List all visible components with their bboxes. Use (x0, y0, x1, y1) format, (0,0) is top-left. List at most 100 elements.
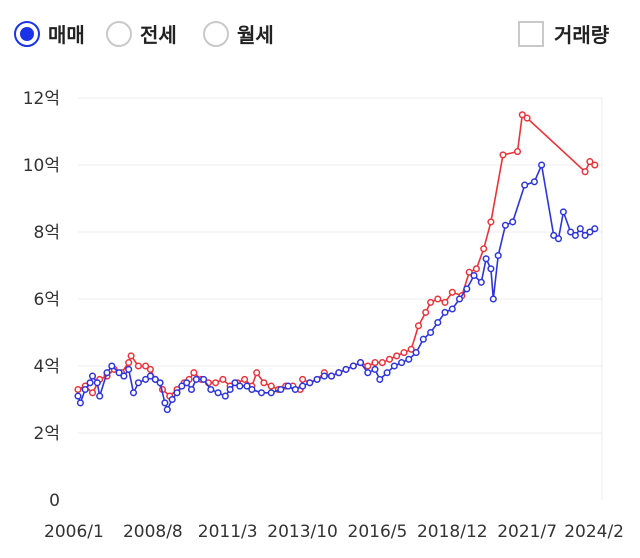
data-point[interactable] (236, 382, 244, 390)
data-point[interactable] (257, 389, 266, 397)
data-point[interactable] (277, 385, 285, 394)
radio-sale[interactable]: 매매 (14, 19, 85, 48)
data-point[interactable] (313, 375, 321, 383)
data-point[interactable] (88, 372, 97, 380)
data-point[interactable] (434, 318, 442, 327)
data-point[interactable] (168, 395, 176, 404)
data-point[interactable] (267, 389, 275, 397)
data-point[interactable] (86, 379, 94, 387)
data-point[interactable] (390, 362, 398, 370)
data-point[interactable] (364, 362, 372, 370)
data-point[interactable] (219, 375, 227, 383)
data-point[interactable] (441, 298, 449, 306)
data-point[interactable] (559, 208, 567, 216)
data-point[interactable] (284, 382, 292, 390)
data-point[interactable] (146, 372, 154, 380)
data-point[interactable] (260, 379, 268, 387)
data-point[interactable] (518, 111, 526, 119)
data-point[interactable] (448, 288, 456, 296)
data-point[interactable] (342, 365, 350, 373)
data-point[interactable] (221, 392, 229, 400)
data-point[interactable] (538, 161, 546, 169)
data-point[interactable] (231, 379, 239, 387)
radio-jeonse[interactable]: 전세 (106, 19, 177, 48)
data-point[interactable] (427, 328, 435, 337)
data-point[interactable] (349, 362, 357, 370)
data-point[interactable] (412, 349, 420, 357)
data-point[interactable] (586, 158, 594, 166)
data-point[interactable] (74, 385, 82, 394)
data-point[interactable] (371, 359, 379, 367)
data-point[interactable] (299, 375, 307, 383)
data-point[interactable] (320, 372, 328, 380)
data-point[interactable] (134, 362, 142, 370)
data-point[interactable] (267, 382, 275, 390)
data-point[interactable] (125, 365, 133, 373)
data-point[interactable] (434, 295, 442, 303)
data-point[interactable] (142, 375, 150, 383)
data-point[interactable] (499, 151, 507, 159)
data-point[interactable] (422, 308, 430, 316)
data-point[interactable] (487, 265, 495, 273)
data-point[interactable] (571, 231, 579, 239)
radio-monthly-rent-indicator[interactable] (203, 20, 229, 47)
data-point[interactable] (142, 362, 150, 370)
data-point[interactable] (299, 382, 307, 390)
data-point[interactable] (448, 305, 456, 313)
data-point[interactable] (414, 322, 423, 330)
data-point[interactable] (398, 359, 406, 367)
data-point[interactable] (156, 379, 164, 387)
data-point[interactable] (550, 231, 558, 239)
data-point[interactable] (74, 392, 82, 400)
data-point[interactable] (81, 385, 89, 394)
data-point[interactable] (400, 349, 408, 357)
data-point[interactable] (200, 375, 208, 383)
data-point[interactable] (120, 372, 128, 380)
data-point[interactable] (356, 359, 365, 367)
data-point[interactable] (465, 268, 473, 276)
data-point[interactable] (253, 369, 261, 377)
data-point[interactable] (470, 271, 478, 280)
data-point[interactable] (146, 365, 154, 373)
data-point[interactable] (96, 392, 104, 400)
data-point[interactable] (129, 389, 138, 397)
data-point[interactable] (441, 308, 449, 316)
data-point[interactable] (335, 369, 343, 377)
data-point[interactable] (581, 168, 589, 176)
data-point[interactable] (187, 385, 196, 394)
data-point[interactable] (161, 399, 169, 407)
data-point[interactable] (576, 225, 584, 233)
data-point[interactable] (151, 375, 159, 383)
data-point[interactable] (383, 369, 391, 377)
data-point[interactable] (567, 228, 575, 236)
radio-monthly-rent[interactable]: 월세 (203, 19, 274, 48)
data-point[interactable] (455, 295, 464, 303)
data-point[interactable] (306, 379, 314, 387)
data-point[interactable] (93, 379, 101, 387)
data-point[interactable] (212, 379, 220, 387)
volume-checkbox-box[interactable] (518, 20, 544, 47)
data-point[interactable] (407, 345, 415, 353)
data-point[interactable] (523, 114, 531, 122)
data-point[interactable] (489, 295, 497, 303)
data-point[interactable] (178, 382, 186, 390)
data-point[interactable] (554, 235, 563, 243)
data-point[interactable] (427, 298, 435, 306)
data-point[interactable] (163, 406, 171, 414)
data-point[interactable] (214, 389, 222, 397)
data-point[interactable] (173, 389, 181, 397)
data-point[interactable] (513, 148, 522, 156)
data-point[interactable] (190, 369, 198, 377)
data-point[interactable] (509, 218, 517, 226)
volume-checkbox[interactable]: 거래량 (518, 19, 609, 48)
data-point[interactable] (371, 365, 379, 373)
data-point[interactable] (364, 369, 372, 377)
data-point[interactable] (183, 379, 191, 387)
data-point[interactable] (419, 335, 427, 343)
data-point[interactable] (494, 251, 502, 260)
data-point[interactable] (501, 221, 509, 229)
data-point[interactable] (327, 372, 336, 380)
data-point[interactable] (243, 382, 251, 390)
data-point[interactable] (591, 161, 599, 169)
data-point[interactable] (134, 379, 142, 387)
